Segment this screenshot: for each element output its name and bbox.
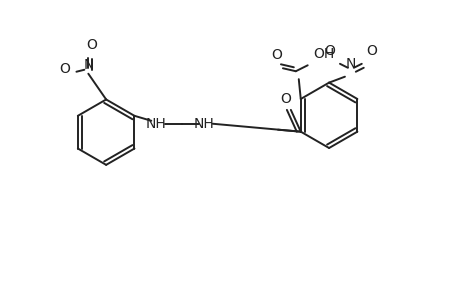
Text: O: O <box>366 44 377 58</box>
Text: OH: OH <box>313 47 334 61</box>
Text: O: O <box>324 44 334 58</box>
Text: N: N <box>83 58 93 72</box>
Text: N: N <box>345 57 355 71</box>
Text: O: O <box>280 92 291 106</box>
Text: O: O <box>60 62 70 76</box>
Text: NH: NH <box>146 117 166 131</box>
Text: O: O <box>271 48 282 62</box>
Text: NH: NH <box>193 117 214 131</box>
Text: O: O <box>86 38 96 52</box>
